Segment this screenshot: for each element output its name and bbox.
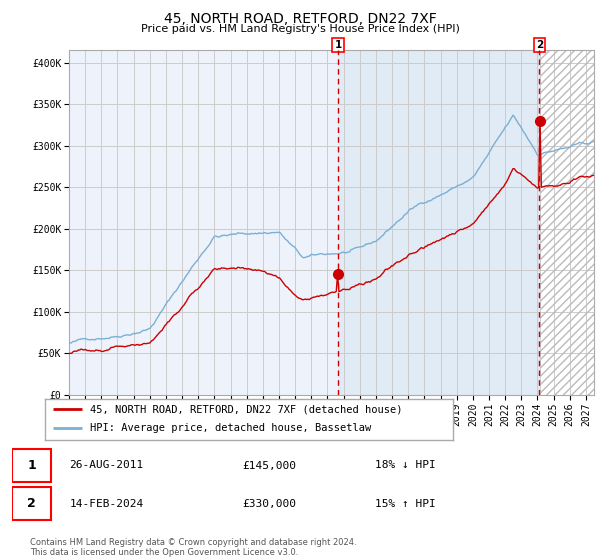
Text: 2: 2 — [536, 40, 543, 50]
Text: 18% ↓ HPI: 18% ↓ HPI — [375, 460, 436, 470]
FancyBboxPatch shape — [12, 487, 51, 520]
Text: 1: 1 — [27, 459, 36, 472]
Bar — [338, 50, 540, 395]
Text: 2: 2 — [27, 497, 36, 510]
Text: 26-AUG-2011: 26-AUG-2011 — [70, 460, 144, 470]
Text: Price paid vs. HM Land Registry's House Price Index (HPI): Price paid vs. HM Land Registry's House … — [140, 24, 460, 34]
Text: 15% ↑ HPI: 15% ↑ HPI — [375, 498, 436, 508]
Text: £145,000: £145,000 — [242, 460, 296, 470]
Text: 1: 1 — [334, 40, 341, 50]
Text: 14-FEB-2024: 14-FEB-2024 — [70, 498, 144, 508]
Text: HPI: Average price, detached house, Bassetlaw: HPI: Average price, detached house, Bass… — [90, 423, 371, 433]
Text: Contains HM Land Registry data © Crown copyright and database right 2024.
This d: Contains HM Land Registry data © Crown c… — [30, 538, 356, 557]
FancyBboxPatch shape — [12, 449, 51, 482]
Text: 45, NORTH ROAD, RETFORD, DN22 7XF (detached house): 45, NORTH ROAD, RETFORD, DN22 7XF (detac… — [90, 404, 403, 414]
Text: 45, NORTH ROAD, RETFORD, DN22 7XF: 45, NORTH ROAD, RETFORD, DN22 7XF — [164, 12, 436, 26]
Bar — [540, 50, 594, 395]
Text: £330,000: £330,000 — [242, 498, 296, 508]
Bar — [540, 50, 594, 395]
